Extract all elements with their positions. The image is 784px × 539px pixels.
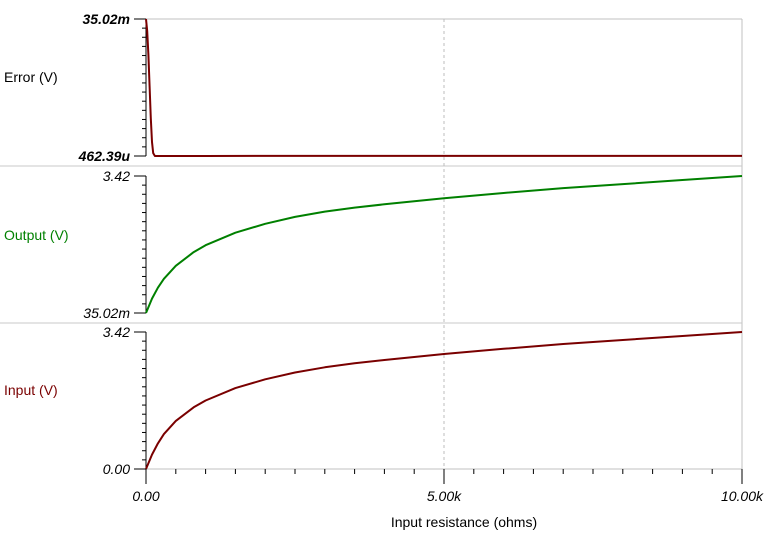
x-axis: 0.00 5.00k 10.00k: [132, 469, 764, 504]
panel-2: 3.42 35.02m Output (V): [4, 168, 743, 321]
series-line: [145, 331, 743, 470]
panel-axis-title: Error (V): [4, 69, 58, 85]
y-tick-label: 0.00: [103, 461, 130, 477]
x-tick-label: 5.00k: [427, 488, 462, 504]
series-line: [145, 18, 742, 157]
panel-3: 3.42 0.00 Input (V): [4, 324, 743, 477]
series-line: [145, 175, 743, 314]
chart-panels: 35.02m 462.39u Error (V) 3.42 35.02m Output (…: [4, 11, 743, 477]
y-tick-label: 3.42: [103, 168, 130, 184]
x-axis-title: Input resistance (ohms): [391, 514, 537, 530]
panel-1: 35.02m 462.39u Error (V): [4, 11, 742, 164]
panel-axis-title: Output (V): [4, 227, 69, 243]
x-tick-label: 10.00k: [721, 488, 764, 504]
panel-axis-title: Input (V): [4, 382, 58, 398]
y-tick-label: 35.02m: [83, 11, 130, 27]
y-tick-label: 462.39u: [78, 148, 131, 164]
y-tick-label: 35.02m: [83, 305, 130, 321]
chart-frame: [0, 18, 743, 470]
y-tick-label: 3.42: [103, 324, 130, 340]
x-tick-label: 0.00: [132, 488, 159, 504]
